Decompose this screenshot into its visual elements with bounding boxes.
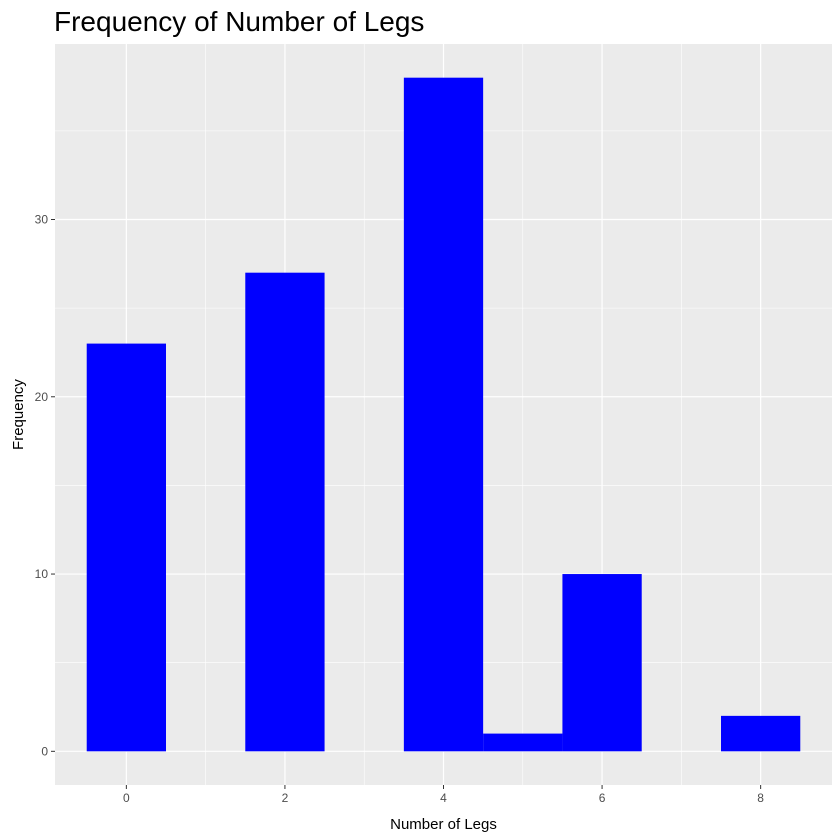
bar [403, 77, 484, 752]
x-tick-label: 2 [282, 791, 289, 805]
bar [721, 715, 801, 752]
x-axis-title: Number of Legs [390, 816, 497, 833]
bar [483, 733, 563, 752]
y-tick-label: 10 [35, 567, 49, 581]
bars [86, 77, 801, 752]
y-tick-label: 30 [35, 213, 49, 227]
x-axis: 0 2 4 6 8 [123, 785, 764, 805]
bar [245, 272, 325, 752]
y-axis: 0 10 20 30 [35, 213, 55, 758]
bar [86, 343, 166, 752]
y-tick-label: 20 [35, 390, 49, 404]
y-axis-title: Frequency [10, 379, 27, 450]
x-tick-label: 8 [757, 791, 764, 805]
y-tick-label: 0 [41, 744, 48, 758]
x-tick-label: 6 [599, 791, 606, 805]
x-tick-label: 4 [440, 791, 447, 805]
chart-title: Frequency of Number of Legs [54, 6, 425, 37]
x-tick-label: 0 [123, 791, 130, 805]
bar [562, 574, 642, 752]
